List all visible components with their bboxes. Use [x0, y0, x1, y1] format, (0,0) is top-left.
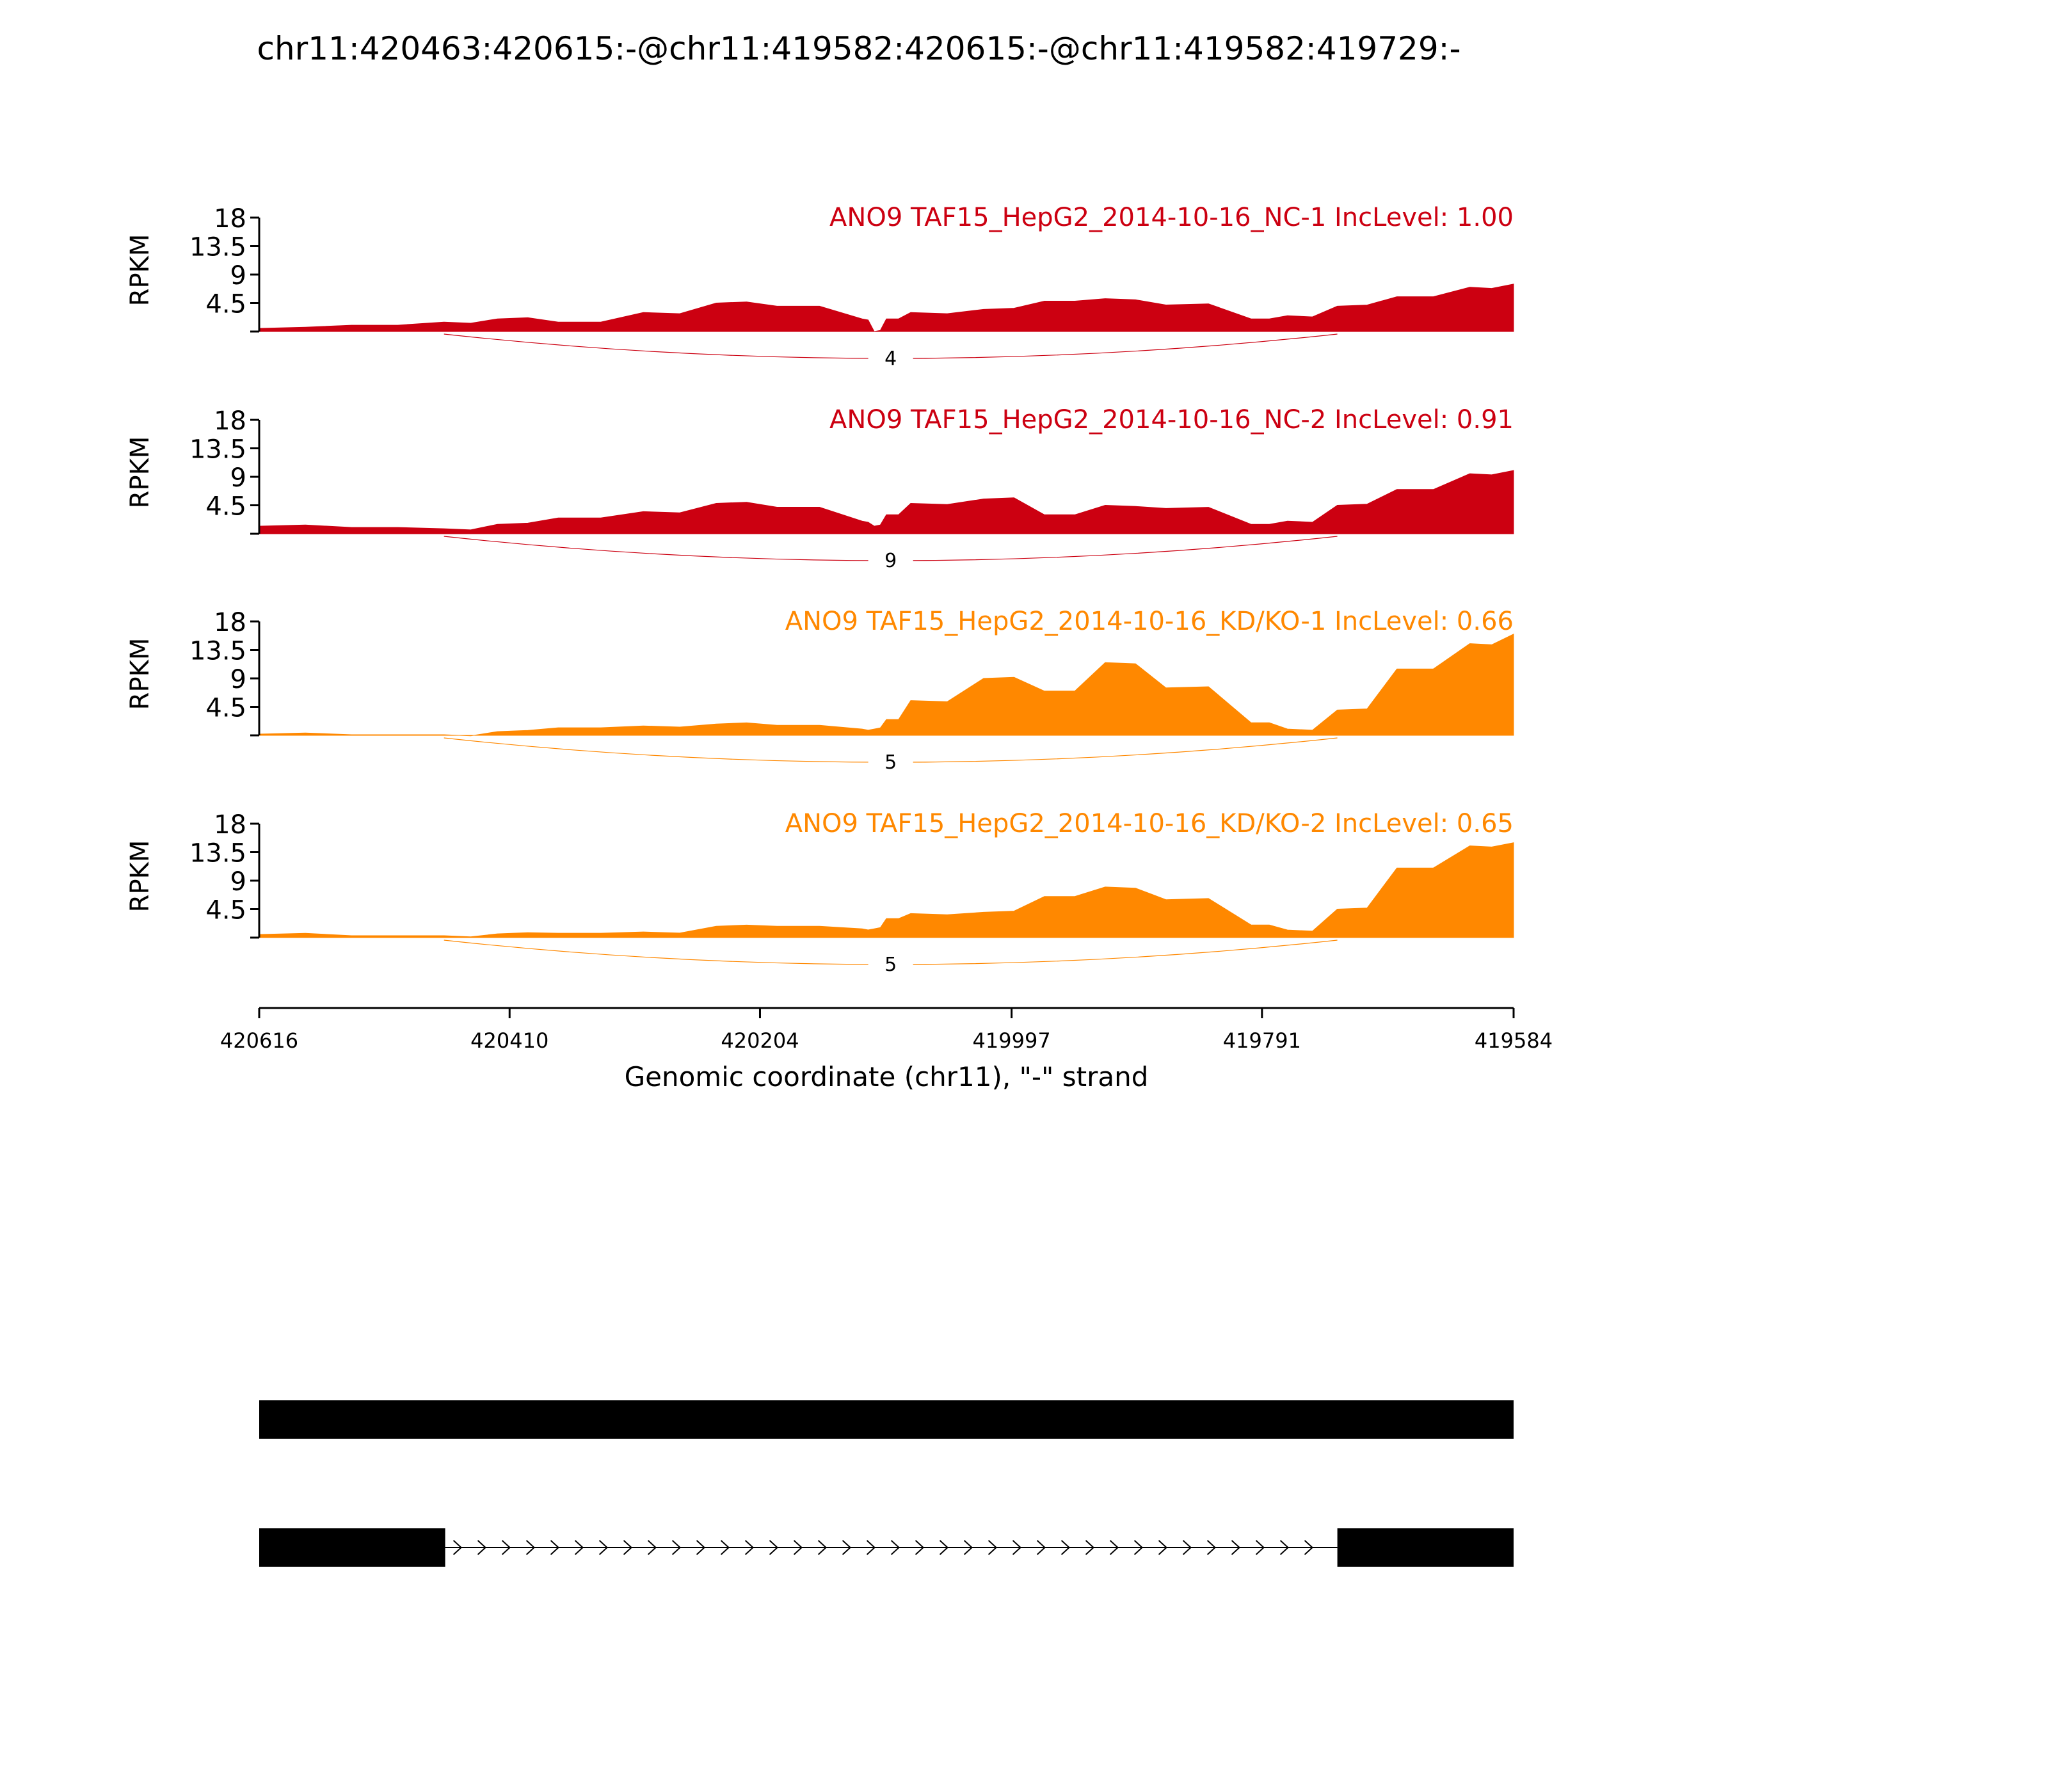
strand-arrow	[477, 1540, 487, 1555]
y-tick-label: 13.5	[189, 233, 246, 262]
y-tick-label: 4.5	[205, 896, 246, 925]
strand-arrow	[939, 1540, 949, 1555]
strand-arrow	[452, 1540, 463, 1555]
x-tick-label: 420616	[220, 1028, 298, 1053]
coverage-area	[259, 284, 1514, 332]
strand-arrow	[744, 1540, 755, 1555]
strand-arrow	[623, 1540, 633, 1555]
strand-arrow	[1133, 1540, 1144, 1555]
strand-arrow	[988, 1540, 998, 1555]
exon-block	[259, 1400, 1514, 1439]
strand-arrow	[525, 1540, 536, 1555]
y-tick-label: 9	[230, 463, 246, 493]
strand-arrow	[598, 1540, 609, 1555]
strand-arrow	[1085, 1540, 1095, 1555]
strand-arrow	[963, 1540, 973, 1555]
strand-arrow	[501, 1540, 511, 1555]
strand-arrow	[866, 1540, 876, 1555]
series-label: ANO9 TAF15_HepG2_2014-10-16_KD/KO-2 IncL…	[785, 809, 1514, 838]
strand-arrow	[647, 1540, 657, 1555]
strand-arrow	[1231, 1540, 1241, 1555]
figure-title: chr11:420463:420615:-@chr11:419582:42061…	[257, 30, 1460, 67]
exon-block	[1337, 1528, 1514, 1567]
strand-arrow	[1012, 1540, 1022, 1555]
strand-arrow	[842, 1540, 852, 1555]
exon-block	[259, 1528, 445, 1567]
series-label: ANO9 TAF15_HepG2_2014-10-16_NC-2 IncLeve…	[829, 405, 1514, 435]
x-axis: 420616 420410 420204 419997 419791 419584 Geno…	[220, 1007, 1553, 1092]
x-tick-label: 419997	[973, 1028, 1051, 1053]
strand-arrow	[915, 1540, 925, 1555]
junction-label-box	[868, 344, 913, 371]
x-tick-label: 420410	[470, 1028, 548, 1053]
series-label: ANO9 TAF15_HepG2_2014-10-16_KD/KO-1 IncL…	[785, 607, 1514, 636]
junction-count-label: 4	[884, 348, 897, 370]
isoform-track	[259, 1528, 1514, 1567]
junction-count-label: 5	[884, 954, 897, 976]
strand-arrow	[671, 1540, 682, 1555]
strand-arrow	[793, 1540, 803, 1555]
y-axis-label: RPKM	[125, 234, 155, 307]
strand-arrow	[1255, 1540, 1265, 1555]
strand-arrow	[550, 1540, 560, 1555]
strand-arrow	[769, 1540, 779, 1555]
strand-arrow	[696, 1540, 706, 1555]
y-tick-label: 4.5	[205, 492, 246, 522]
coverage-area	[259, 634, 1514, 737]
strand-arrow	[574, 1540, 584, 1555]
strand-arrow	[1182, 1540, 1192, 1555]
isoform-tracks	[259, 1400, 1514, 1567]
junction-label-box	[868, 748, 913, 775]
strand-arrow	[890, 1540, 900, 1555]
junction-count-label: 9	[884, 550, 897, 572]
junction-label-box	[868, 950, 913, 977]
y-tick-label: 18	[214, 608, 246, 637]
coverage-area	[259, 842, 1514, 938]
junction-count-label: 5	[884, 751, 897, 774]
y-tick-label: 9	[230, 867, 246, 897]
strand-arrow	[1304, 1540, 1314, 1555]
y-tick-label: 9	[230, 665, 246, 694]
strand-arrow	[817, 1540, 828, 1555]
x-tick-label: 420204	[721, 1028, 799, 1053]
strand-arrow	[1109, 1540, 1119, 1555]
y-tick-label: 13.5	[189, 435, 246, 465]
strand-arrow	[1279, 1540, 1290, 1555]
y-tick-label: 18	[214, 810, 246, 840]
y-tick-label: 4.5	[205, 694, 246, 723]
x-axis-label: Genomic coordinate (chr11), "-" strand	[625, 1061, 1149, 1092]
y-tick-label: 13.5	[189, 839, 246, 868]
strand-arrow	[1060, 1540, 1071, 1555]
x-tick-label: 419791	[1223, 1028, 1301, 1053]
y-tick-label: 4.5	[205, 290, 246, 319]
y-axis-label: RPKM	[125, 840, 155, 913]
strand-arrow	[1158, 1540, 1168, 1555]
y-axis-label: RPKM	[125, 436, 155, 509]
y-tick-label: 13.5	[189, 637, 246, 666]
y-tick-label: 9	[230, 261, 246, 291]
x-tick-label: 419584	[1475, 1028, 1553, 1053]
y-axis-label: RPKM	[125, 638, 155, 710]
strand-arrow	[1036, 1540, 1046, 1555]
y-tick-label: 18	[214, 406, 246, 436]
strand-arrow	[720, 1540, 730, 1555]
series-label: ANO9 TAF15_HepG2_2014-10-16_NC-1 IncLeve…	[829, 203, 1514, 232]
junction-label-box	[868, 547, 913, 573]
isoform-track	[259, 1400, 1514, 1439]
strand-arrow	[1206, 1540, 1217, 1555]
y-tick-label: 18	[214, 204, 246, 234]
coverage-area	[259, 470, 1514, 534]
